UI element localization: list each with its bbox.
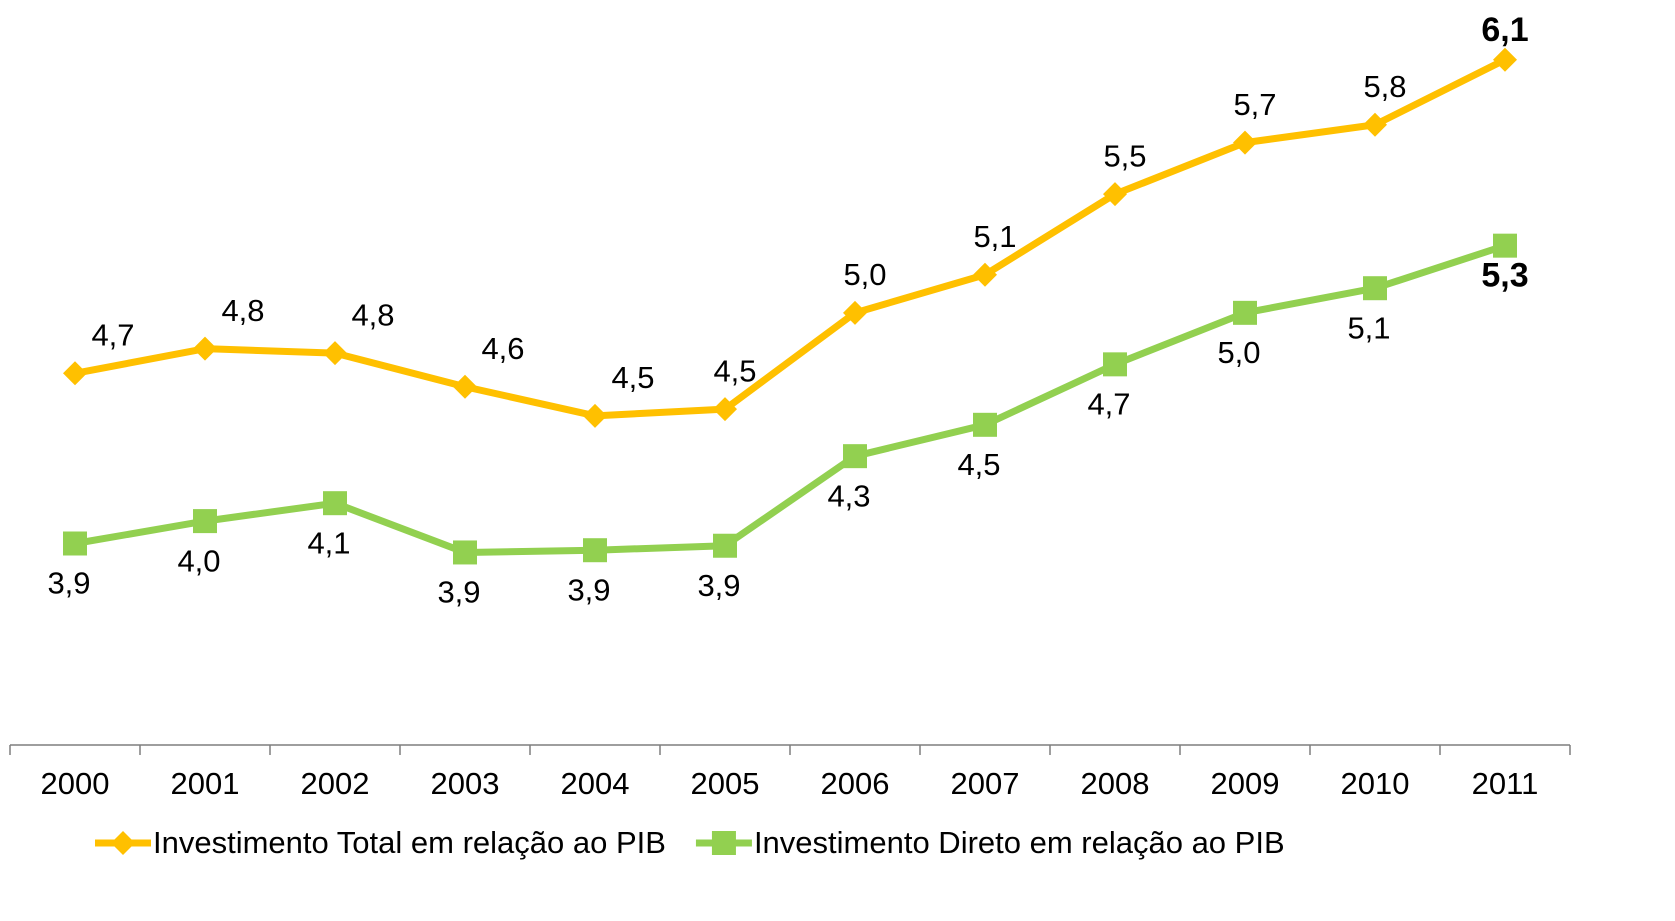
- data-label: 5,0: [843, 257, 886, 292]
- data-point: [843, 300, 867, 325]
- series-line: [74, 56, 1507, 420]
- data-label: 4,8: [221, 293, 264, 328]
- x-tick-label: 2005: [691, 766, 760, 801]
- data-label: 4,5: [611, 360, 654, 395]
- x-tick-label: 2003: [431, 766, 500, 801]
- data-point: [1103, 182, 1127, 207]
- x-tick-label: 2008: [1081, 766, 1150, 801]
- data-label: 4,7: [1087, 387, 1130, 422]
- data-point: [583, 403, 607, 428]
- data-point: [193, 509, 217, 534]
- x-tick-label: 2010: [1341, 766, 1410, 801]
- data-label: 3,9: [567, 572, 610, 607]
- data-point: [713, 533, 737, 558]
- data-label: 4,0: [177, 543, 220, 578]
- data-label: 4,3: [827, 478, 870, 513]
- data-point: [583, 538, 607, 563]
- x-tick-label: 2002: [301, 766, 370, 801]
- data-label: 3,9: [47, 566, 90, 601]
- legend-label: Investimento Direto em relação ao PIB: [754, 825, 1285, 860]
- legend-label: Investimento Total em relação ao PIB: [153, 825, 666, 860]
- data-point: [1363, 112, 1387, 137]
- data-label: 5,3: [1481, 257, 1528, 295]
- data-point: [713, 397, 737, 422]
- data-label: 4,6: [481, 331, 524, 366]
- legend-marker: [711, 831, 736, 855]
- data-point: [1233, 130, 1257, 155]
- data-point: [973, 262, 997, 287]
- data-point: [323, 491, 347, 516]
- data-label: 6,1: [1481, 11, 1528, 49]
- data-label: 5,1: [973, 219, 1016, 254]
- x-tick-label: 2006: [821, 766, 890, 801]
- x-tick-label: 2004: [561, 766, 630, 801]
- x-tick-label: 2000: [41, 766, 110, 801]
- data-label: 4,1: [307, 525, 350, 560]
- data-label: 4,8: [351, 297, 394, 332]
- data-point: [453, 374, 477, 399]
- data-point: [1493, 233, 1517, 258]
- data-point: [1493, 47, 1517, 72]
- data-label: 4,5: [957, 447, 1000, 482]
- data-label: 4,5: [713, 353, 756, 388]
- data-point: [63, 531, 87, 556]
- data-point: [193, 336, 217, 361]
- data-label: 5,0: [1217, 335, 1260, 370]
- data-point: [1103, 352, 1127, 377]
- data-label: 5,8: [1363, 69, 1406, 104]
- data-point: [63, 361, 87, 386]
- x-tick-label: 2001: [171, 766, 240, 801]
- data-point: [1233, 300, 1257, 325]
- data-point: [323, 341, 347, 366]
- data-label: 3,9: [697, 568, 740, 603]
- data-label: 4,7: [91, 317, 134, 352]
- x-tick-label: 2011: [1472, 766, 1539, 801]
- x-tick-label: 2007: [951, 766, 1020, 801]
- x-tick-label: 2009: [1211, 766, 1280, 801]
- data-point: [843, 444, 867, 469]
- data-label: 5,5: [1103, 138, 1146, 173]
- data-point: [1363, 276, 1387, 301]
- legend-marker: [111, 831, 135, 855]
- series-line: [74, 242, 1507, 556]
- data-label: 5,1: [1347, 310, 1390, 345]
- data-point: [453, 540, 477, 565]
- data-label: 3,9: [437, 575, 480, 610]
- data-label: 5,7: [1233, 87, 1276, 122]
- data-point: [973, 412, 997, 437]
